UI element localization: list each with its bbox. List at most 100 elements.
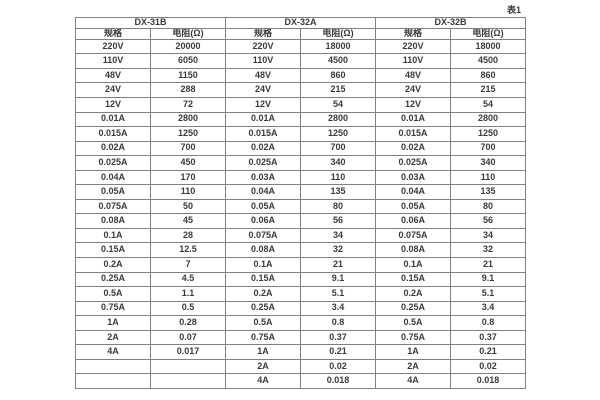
table-cell: 110 [149, 184, 227, 200]
table-cell: 700 [300, 140, 377, 157]
table-container: 表1 DX-31B DX-32A DX-32B 规格 电阻(Ω) 规格 电阻(Ω… [74, 3, 527, 389]
table-cell: 340 [450, 155, 527, 171]
table-cell: 2800 [149, 111, 227, 128]
table-cell: 0.04A [75, 169, 151, 186]
table-cell: 28 [149, 227, 227, 244]
table-cell: 0.075A [225, 227, 302, 244]
table-cell: 0.75A [225, 329, 302, 346]
table-cell: 0.5 [149, 300, 227, 317]
group-header-row: DX-31B DX-32A DX-32B [74, 17, 527, 29]
table-cell: 0.025A [225, 155, 302, 171]
table-cell: 0.075A [75, 198, 151, 215]
table-row: 0.08A 45 0.06A 56 0.06A 56 [75, 213, 527, 229]
table-cell: 0.025A [75, 155, 151, 171]
table-cell: 4500 [300, 53, 377, 69]
table-cell: 24V [375, 82, 452, 98]
table-row: 0.01A 2800 0.01A 2800 0.01A 2800 [75, 111, 527, 128]
table-cell: 0.08A [75, 213, 151, 229]
table-cell: 1.1 [149, 286, 227, 302]
table-cell: 0.25A [75, 271, 151, 288]
table-row: 110V 6050 110V 4500 110V 4500 [75, 53, 527, 69]
table-cell: 0.2A [375, 286, 452, 302]
table-cell: 0.015A [225, 126, 302, 142]
table-body: 220V 20000 220V 18000 220V 18000 110V 6050 110V 4… [75, 38, 527, 389]
table-row: 0.015A 1250 0.015A 1250 0.015A 1250 [75, 126, 527, 142]
table-cell: 215 [300, 82, 377, 98]
table-cell: 4500 [450, 53, 527, 69]
table-cell: 0.75A [75, 300, 151, 317]
table-cell: 0.025A [375, 155, 452, 171]
table-cell: 0.03A [375, 169, 452, 186]
table-cell: 0.25A [375, 300, 452, 317]
table-cell: 1250 [300, 126, 377, 142]
column-header-resistance: 电阻(Ω) [149, 27, 227, 40]
table-cell: 0.5A [75, 286, 151, 302]
column-header-resistance: 电阻(Ω) [300, 27, 377, 40]
column-header-row: 规格 电阻(Ω) 规格 电阻(Ω) 规格 电阻(Ω) [75, 27, 527, 40]
table-cell: 24V [225, 82, 302, 98]
table-cell: 0.05A [375, 198, 452, 215]
table-cell: 0.8 [300, 315, 377, 331]
table-cell: 0.15A [225, 271, 302, 288]
table-cell: 72 [149, 96, 227, 113]
table-cell: 450 [149, 155, 227, 171]
table-cell: 0.07 [149, 329, 227, 346]
table-cell: 0.2A [75, 256, 151, 273]
table-cell: 1A [225, 344, 302, 360]
table-cell: 340 [300, 155, 377, 171]
table-row: 12V 72 12V 54 12V 54 [75, 96, 527, 113]
table-cell: 0.5A [375, 315, 452, 331]
table-cell: 135 [300, 184, 377, 200]
table-cell: 7 [149, 256, 227, 273]
table-cell: 220V [375, 38, 452, 55]
table-cell: 0.017 [149, 344, 227, 360]
table-row: 220V 20000 220V 18000 220V 18000 [75, 38, 527, 55]
column-header-resistance: 电阻(Ω) [450, 27, 527, 40]
table-cell: 24V [75, 82, 151, 98]
table-cell: 0.75A [375, 329, 452, 346]
table-row: 24V 288 24V 215 24V 215 [75, 82, 527, 98]
table-cell: 0.05A [75, 184, 151, 200]
table-cell: 12.5 [149, 242, 227, 258]
table-row: 2A 0.07 0.75A 0.37 0.75A 0.37 [75, 329, 527, 346]
table-cell: 1250 [450, 126, 527, 142]
table-cell [149, 358, 227, 375]
table-cell: 9.1 [450, 271, 527, 288]
table-row: 1A 0.28 0.5A 0.8 0.5A 0.8 [75, 315, 527, 331]
table-cell: 48V [375, 67, 452, 84]
table-cell: 2800 [450, 111, 527, 128]
table-cell: 56 [450, 213, 527, 229]
table-cell: 4.5 [149, 271, 227, 288]
table-cell: 288 [149, 82, 227, 98]
table-cell: 34 [300, 227, 377, 244]
table-cell: 0.1A [75, 227, 151, 244]
table-cell: 0.01A [225, 111, 302, 128]
table-cell: 0.15A [375, 271, 452, 288]
table-cell: 0.018 [450, 373, 527, 389]
table-cell: 32 [300, 242, 377, 258]
table-cell [75, 358, 151, 375]
table-cell: 0.1A [375, 256, 452, 273]
table-cell: 700 [450, 140, 527, 157]
table-cell: 110V [375, 53, 452, 69]
table-cell: 0.06A [375, 213, 452, 229]
table-cell: 4A [225, 373, 302, 389]
table-cell: 6050 [149, 53, 227, 69]
table-cell: 0.06A [225, 213, 302, 229]
table-cell: 3.4 [300, 300, 377, 317]
table-cell: 48V [225, 67, 302, 84]
table-cell: 2800 [300, 111, 377, 128]
table-cell [149, 373, 227, 389]
table-cell: 700 [149, 140, 227, 157]
table-cell: 4A [375, 373, 452, 389]
table-cell: 34 [450, 227, 527, 244]
table-row: 0.5A 1.1 0.2A 5.1 0.2A 5.1 [75, 286, 527, 302]
table-row: 48V 1150 48V 860 48V 860 [75, 67, 527, 84]
table-cell: 0.37 [300, 329, 377, 346]
group-header-dx32a: DX-32A [225, 17, 377, 29]
table-cell: 0.28 [149, 315, 227, 331]
table-cell: 110V [75, 53, 151, 69]
table-cell: 1A [75, 315, 151, 331]
table-cell: 80 [450, 198, 527, 215]
